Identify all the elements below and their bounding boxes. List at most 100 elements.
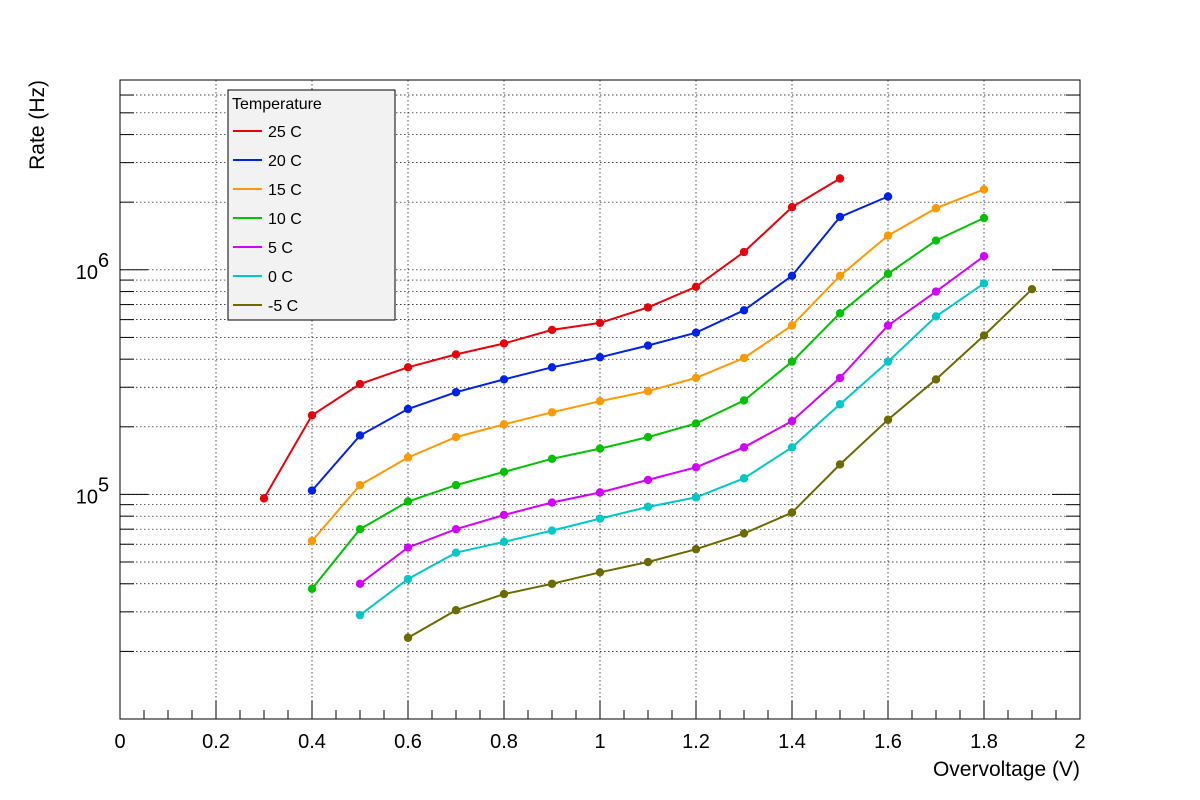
data-point — [451, 480, 461, 490]
data-point — [499, 589, 509, 599]
data-point — [787, 202, 797, 212]
data-point — [403, 574, 413, 584]
data-point — [835, 212, 845, 222]
y-tick-exponent: 6 — [98, 250, 109, 272]
legend-label: 25 C — [268, 124, 302, 141]
data-point — [883, 269, 893, 278]
data-point — [355, 431, 365, 440]
data-point — [787, 416, 797, 426]
legend-label: 15 C — [268, 182, 302, 199]
legend-title: Temperature — [232, 96, 322, 113]
data-point — [787, 508, 797, 517]
data-point — [883, 231, 893, 240]
data-point — [691, 419, 701, 428]
data-point — [499, 537, 509, 547]
data-point — [739, 443, 749, 452]
series--5c — [403, 284, 1037, 642]
data-point — [499, 420, 509, 429]
series-line — [407, 288, 1033, 639]
x-tick-labels: 0 0.2 0.4 0.6 0.8 1 1.2 1.4 1.6 1.8 2 — [114, 731, 1085, 753]
data-point — [451, 548, 461, 557]
data-point — [547, 408, 557, 417]
data-point — [739, 306, 749, 315]
data-point — [499, 467, 509, 477]
data-point — [403, 363, 413, 372]
x-axis-title: Overvoltage (V) — [933, 758, 1080, 781]
data-point — [835, 271, 845, 281]
x-tick-label: 2 — [1074, 731, 1085, 753]
y-tick-label: 10 — [76, 486, 98, 508]
legend-label: -5 C — [268, 298, 298, 315]
data-point — [403, 543, 413, 552]
data-point — [787, 321, 797, 330]
data-point — [739, 474, 749, 483]
data-point — [595, 318, 605, 328]
data-point — [451, 606, 461, 615]
data-point — [883, 415, 893, 424]
data-point — [979, 331, 989, 340]
data-point — [739, 353, 749, 363]
x-tick-label: 1.8 — [970, 731, 998, 753]
data-point — [883, 321, 893, 330]
data-point — [835, 460, 845, 469]
data-point — [595, 397, 605, 406]
series-15c — [307, 185, 989, 546]
x-tick-label: 0.6 — [394, 731, 422, 753]
data-point — [451, 524, 461, 534]
data-point — [979, 251, 989, 261]
legend-label: 10 C — [268, 211, 302, 228]
series-5c — [355, 251, 989, 588]
legend-label: 0 C — [268, 269, 293, 286]
data-point — [547, 579, 557, 588]
data-point — [307, 536, 317, 546]
data-point — [691, 493, 701, 502]
axis-ticks — [119, 94, 1081, 719]
legend-label: 5 C — [268, 240, 293, 257]
data-point — [1027, 284, 1037, 294]
legend: Temperature 25 C 20 C 15 C 10 C 5 C 0 C -5 C — [227, 89, 396, 321]
data-point — [403, 633, 413, 642]
data-point — [595, 353, 605, 362]
data-point — [547, 498, 557, 507]
data-point — [691, 463, 701, 472]
plot-border — [119, 79, 1081, 720]
data-point — [883, 357, 893, 366]
series-25c — [259, 174, 845, 503]
data-point — [979, 213, 989, 223]
data-point — [355, 610, 365, 620]
series-line — [359, 282, 985, 616]
data-point — [403, 453, 413, 462]
data-point — [403, 404, 413, 414]
data-point — [499, 339, 509, 348]
data-point — [451, 350, 461, 359]
legend-entry: 25 C — [233, 124, 302, 141]
data-point — [931, 236, 941, 245]
data-point — [547, 325, 557, 335]
data-point — [595, 568, 605, 577]
data-point — [307, 486, 317, 495]
data-point — [979, 185, 989, 194]
data-point — [451, 388, 461, 397]
series-20c — [307, 192, 893, 495]
data-point — [739, 529, 749, 538]
x-tick-label: 0.2 — [202, 731, 230, 753]
data-point — [403, 497, 413, 506]
data-point — [739, 396, 749, 405]
legend-entry: 10 C — [233, 211, 302, 228]
legend-entry: 15 C — [233, 182, 302, 199]
series-line — [359, 255, 985, 585]
data-point — [643, 303, 653, 312]
x-tick-label: 1.2 — [682, 731, 710, 753]
data-point — [307, 584, 317, 593]
x-tick-label: 1.4 — [778, 731, 806, 753]
data-point — [835, 373, 845, 383]
data-point — [643, 502, 653, 512]
data-point — [307, 411, 317, 420]
data-point — [835, 309, 845, 318]
data-point — [547, 454, 557, 464]
data-point — [931, 287, 941, 296]
data-point — [595, 514, 605, 523]
legend-entry: 20 C — [233, 153, 302, 170]
